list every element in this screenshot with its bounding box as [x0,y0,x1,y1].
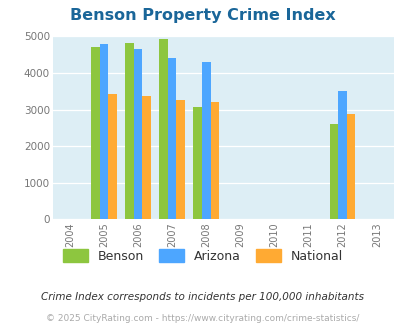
Bar [159,39,168,219]
Bar [100,44,108,219]
Bar [329,124,338,219]
Text: © 2025 CityRating.com - https://www.cityrating.com/crime-statistics/: © 2025 CityRating.com - https://www.city… [46,314,359,323]
Bar [142,96,151,219]
Bar [134,50,142,219]
Bar [346,114,355,219]
Bar [338,90,346,219]
Bar [168,58,176,219]
Bar [202,62,210,219]
Bar [91,47,100,219]
Legend: Benson, Arizona, National: Benson, Arizona, National [63,249,342,263]
Text: Benson Property Crime Index: Benson Property Crime Index [70,8,335,23]
Text: Crime Index corresponds to incidents per 100,000 inhabitants: Crime Index corresponds to incidents per… [41,292,364,302]
Bar [125,43,134,219]
Bar [108,94,117,219]
Bar [176,100,185,219]
Bar [193,107,202,219]
Bar [210,102,219,219]
